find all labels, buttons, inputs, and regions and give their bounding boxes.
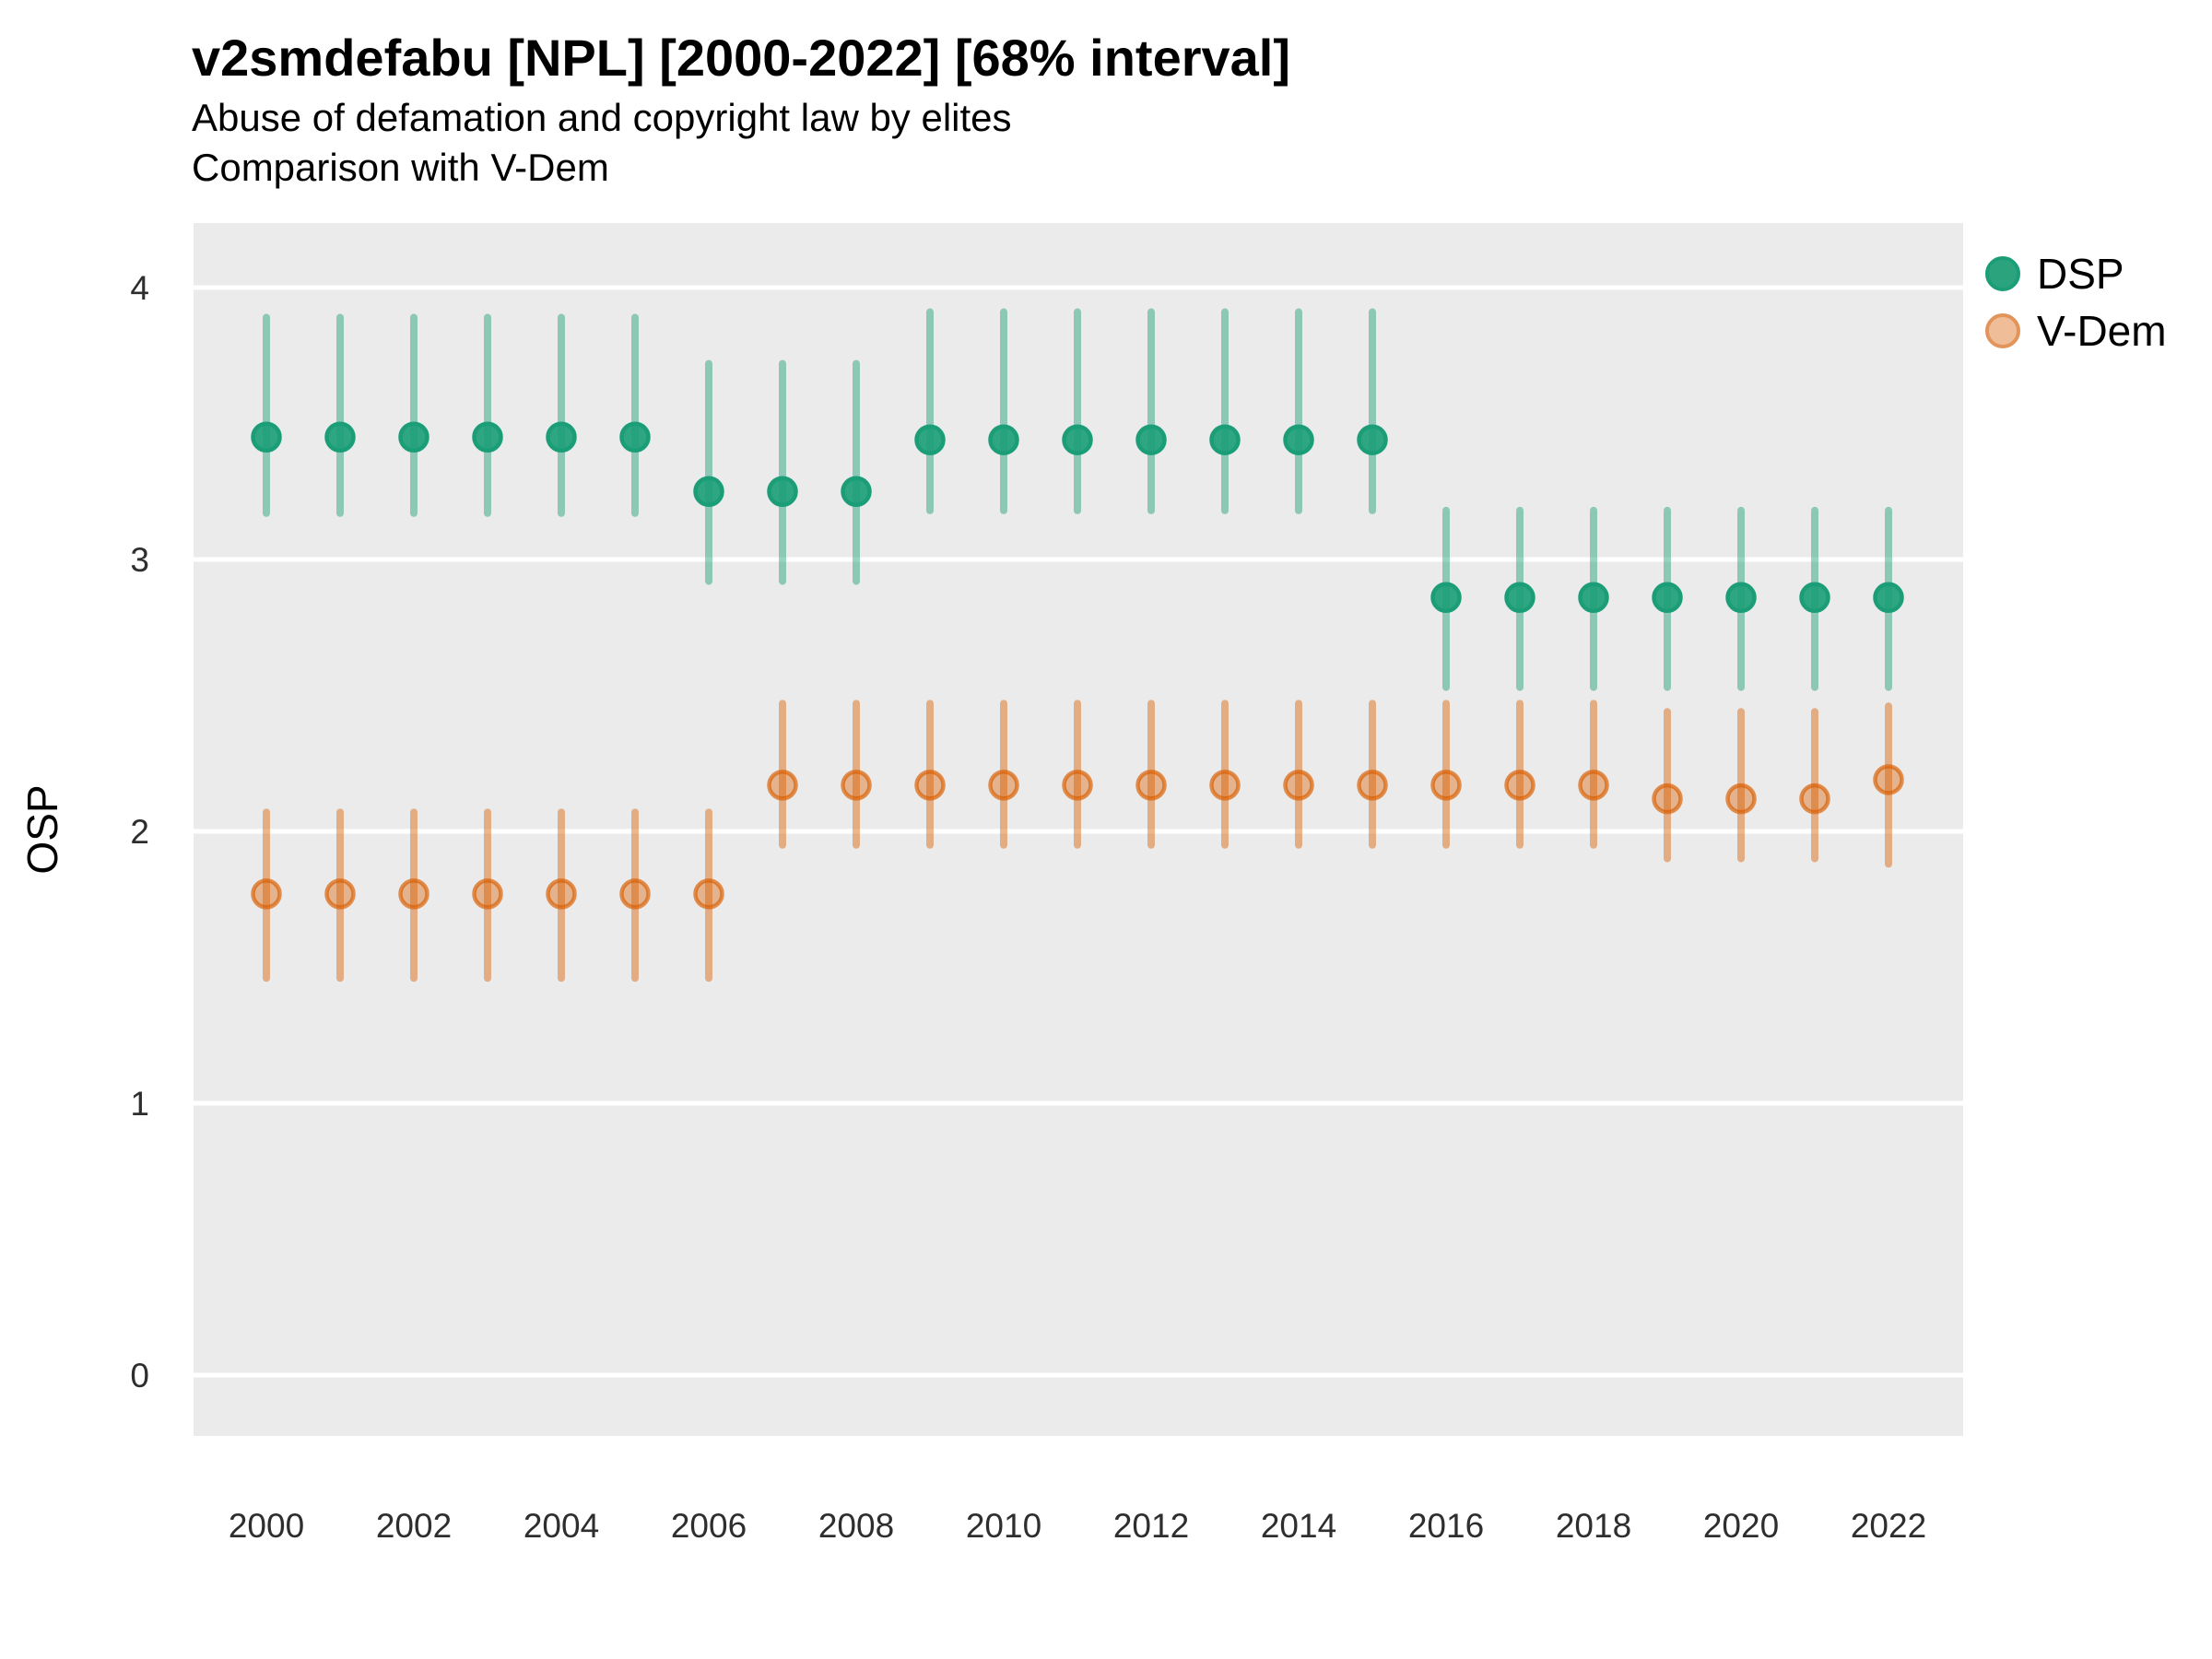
x-tick-label-2002: 2002	[376, 1507, 452, 1545]
estimate-dot-vdem-2022	[1873, 764, 1904, 795]
x-tick-label-2016: 2016	[1408, 1507, 1484, 1545]
estimate-dot-dsp-2017	[1504, 582, 1535, 614]
estimate-dot-dsp-2015	[1357, 424, 1388, 455]
x-tick-label-2018: 2018	[1556, 1507, 1631, 1545]
page-title: v2smdefabu [NPL] [2000-2022] [68% interv…	[192, 29, 1290, 87]
legend-label-vdem: V-Dem	[2037, 307, 2167, 355]
estimate-dot-vdem-2005	[619, 878, 651, 910]
y-tick-label-1: 1	[130, 1085, 149, 1123]
estimate-dot-vdem-2011	[1062, 770, 1093, 801]
estimate-dot-dsp-2013	[1209, 424, 1241, 455]
estimate-dot-vdem-2008	[841, 770, 872, 801]
estimate-dot-vdem-2018	[1578, 770, 1609, 801]
estimate-dot-dsp-2016	[1430, 582, 1462, 614]
estimate-dot-vdem-2000	[251, 878, 282, 910]
estimate-dot-vdem-2003	[472, 878, 503, 910]
estimate-dot-vdem-2010	[988, 770, 1019, 801]
x-tick-label-2012: 2012	[1113, 1507, 1189, 1545]
vdem-swatch-icon	[1985, 313, 2020, 348]
estimate-dot-dsp-2011	[1062, 424, 1093, 455]
estimate-dot-dsp-2014	[1283, 424, 1314, 455]
estimate-dot-vdem-2015	[1357, 770, 1388, 801]
comparison-note: Comparison with V-Dem	[192, 146, 609, 189]
estimate-dot-vdem-2021	[1799, 782, 1830, 815]
dsp-swatch-icon	[1985, 256, 2020, 291]
estimate-dot-vdem-2014	[1283, 770, 1314, 801]
estimate-dot-dsp-2010	[988, 424, 1019, 455]
y-tick-label-0: 0	[130, 1357, 149, 1394]
estimate-dot-dsp-2012	[1135, 424, 1167, 455]
x-tick-label-2022: 2022	[1851, 1507, 1926, 1545]
x-tick-label-2004: 2004	[524, 1507, 599, 1545]
y-tick-label-3: 3	[130, 541, 149, 579]
x-tick-label-2020: 2020	[1703, 1507, 1779, 1545]
estimate-dot-vdem-2013	[1209, 770, 1241, 801]
x-tick-label-2006: 2006	[671, 1507, 747, 1545]
estimate-dot-vdem-2020	[1725, 782, 1757, 815]
estimate-dot-dsp-2005	[619, 421, 651, 453]
estimate-dot-dsp-2006	[693, 476, 724, 507]
estimate-dot-dsp-2009	[914, 424, 946, 455]
estimate-dot-dsp-2004	[546, 421, 577, 453]
x-tick-label-2000: 2000	[229, 1507, 304, 1545]
estimate-dot-dsp-2021	[1799, 582, 1830, 614]
estimate-dot-vdem-2009	[914, 770, 946, 801]
estimate-dot-vdem-2019	[1652, 782, 1683, 815]
estimate-dot-dsp-2008	[841, 476, 872, 507]
estimate-dot-vdem-2006	[693, 878, 724, 910]
x-tick-label-2014: 2014	[1261, 1507, 1336, 1545]
subtitle: Abuse of defamation and copyright law by…	[192, 96, 1012, 139]
estimate-dot-vdem-2001	[324, 878, 356, 910]
estimate-dot-vdem-2002	[398, 878, 429, 910]
legend: DSP V-Dem	[1985, 249, 2167, 356]
estimate-dot-vdem-2007	[767, 770, 798, 801]
estimate-dot-dsp-2003	[472, 421, 503, 453]
legend-item-vdem: V-Dem	[1985, 306, 2167, 356]
legend-label-dsp: DSP	[2037, 250, 2124, 298]
estimate-dot-dsp-2018	[1578, 582, 1609, 614]
estimate-dot-dsp-2002	[398, 421, 429, 453]
legend-item-dsp: DSP	[1985, 249, 2167, 299]
x-tick-label-2008: 2008	[818, 1507, 894, 1545]
x-tick-label-2010: 2010	[966, 1507, 1041, 1545]
estimate-dot-dsp-2022	[1873, 582, 1904, 614]
estimate-dot-dsp-2001	[324, 421, 356, 453]
y-tick-label-2: 2	[130, 813, 149, 851]
estimate-dot-vdem-2017	[1504, 770, 1535, 801]
estimate-dot-dsp-2007	[767, 476, 798, 507]
estimate-dot-dsp-2019	[1652, 582, 1683, 614]
estimate-dot-vdem-2012	[1135, 770, 1167, 801]
y-tick-label-4: 4	[130, 269, 149, 307]
estimate-dot-vdem-2004	[546, 878, 577, 910]
estimate-dot-dsp-2000	[251, 421, 282, 453]
estimate-dot-dsp-2020	[1725, 582, 1757, 614]
estimate-dot-vdem-2016	[1430, 770, 1462, 801]
